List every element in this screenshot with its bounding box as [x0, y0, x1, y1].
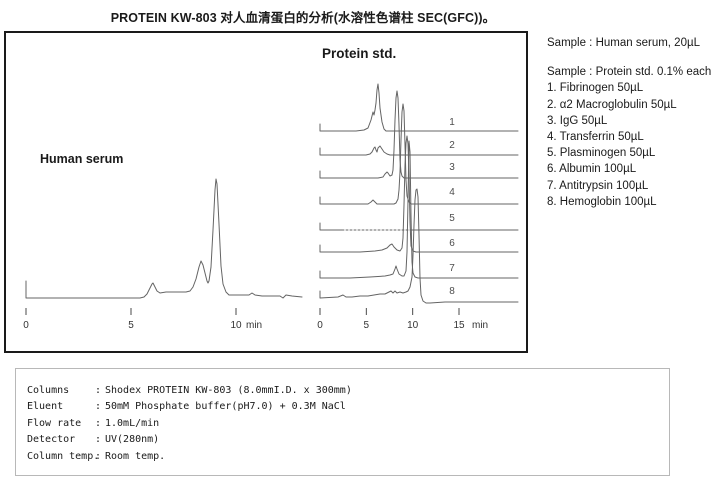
page-title: PROTEIN KW-803 对人血清蛋白的分析(水溶性色谱柱 SEC(GFC)… — [110, 11, 496, 25]
condition-separator: : — [95, 417, 102, 429]
condition-row: Column temp.: Room temp. — [16, 449, 669, 465]
sample-std-line: Sample : Protein std. 0.1% each — [547, 66, 712, 79]
std-item: 2. α2 Macroglobulin 50µL — [547, 98, 677, 111]
std-items-list: 1. Fibrinogen 50µL 2. α2 Macroglobulin 50… — [547, 80, 719, 210]
condition-label: Flow rate — [27, 417, 82, 429]
conditions-box: Columns: Shodex PROTEIN KW-803 (8.0mmI.D.… — [15, 368, 670, 476]
condition-label: Columns — [27, 385, 70, 396]
condition-label: Column temp. — [27, 450, 100, 462]
condition-label: Detector — [27, 434, 76, 446]
condition-value: Room temp. — [105, 450, 166, 462]
std-item: 5. Plasminogen 50µL — [547, 147, 656, 160]
condition-value: 1.0mL/min — [105, 417, 160, 429]
label-protein-std: Protein std. — [322, 46, 397, 61]
side-panel: Sample : Human serum, 20µL Sample : Prot… — [547, 35, 719, 210]
side-panel-gap — [547, 51, 719, 64]
std-item: 6. Albumin 100µL — [547, 163, 637, 176]
condition-value: Shodex PROTEIN KW-803 (8.0mmI.D. x 300mm… — [105, 385, 352, 396]
condition-separator: : — [95, 450, 102, 462]
condition-separator: : — [95, 434, 102, 446]
condition-row: Flow rate:1.0mL/min — [16, 416, 669, 432]
std-item: 4. Transferrin 50µL — [547, 131, 644, 144]
main-chart-box — [4, 31, 528, 353]
std-item: 8. Hemoglobin 100µL — [547, 195, 657, 208]
condition-row: Eluent:50mM Phosphate buffer(pH7.0) + 0.… — [16, 399, 669, 415]
condition-row: Detector: UV(280nm) — [16, 432, 669, 448]
sample-serum-line: Sample : Human serum, 20µL — [547, 37, 700, 49]
condition-separator: : — [95, 401, 102, 413]
std-item: 1. Fibrinogen 50µL — [547, 82, 644, 95]
label-human-serum: Human serum — [40, 152, 124, 166]
condition-separator: : — [95, 385, 102, 396]
condition-value: 50mM Phosphate buffer(pH7.0) + 0.3M NaCl — [105, 401, 346, 413]
condition-row: Columns: Shodex PROTEIN KW-803 (8.0mmI.D.… — [16, 383, 669, 399]
std-item: 3. IgG 50µL — [547, 114, 608, 127]
condition-value: UV(280nm) — [105, 434, 160, 446]
std-item: 7. Antitrypsin 100µL — [547, 179, 649, 192]
condition-label: Eluent — [27, 401, 64, 413]
